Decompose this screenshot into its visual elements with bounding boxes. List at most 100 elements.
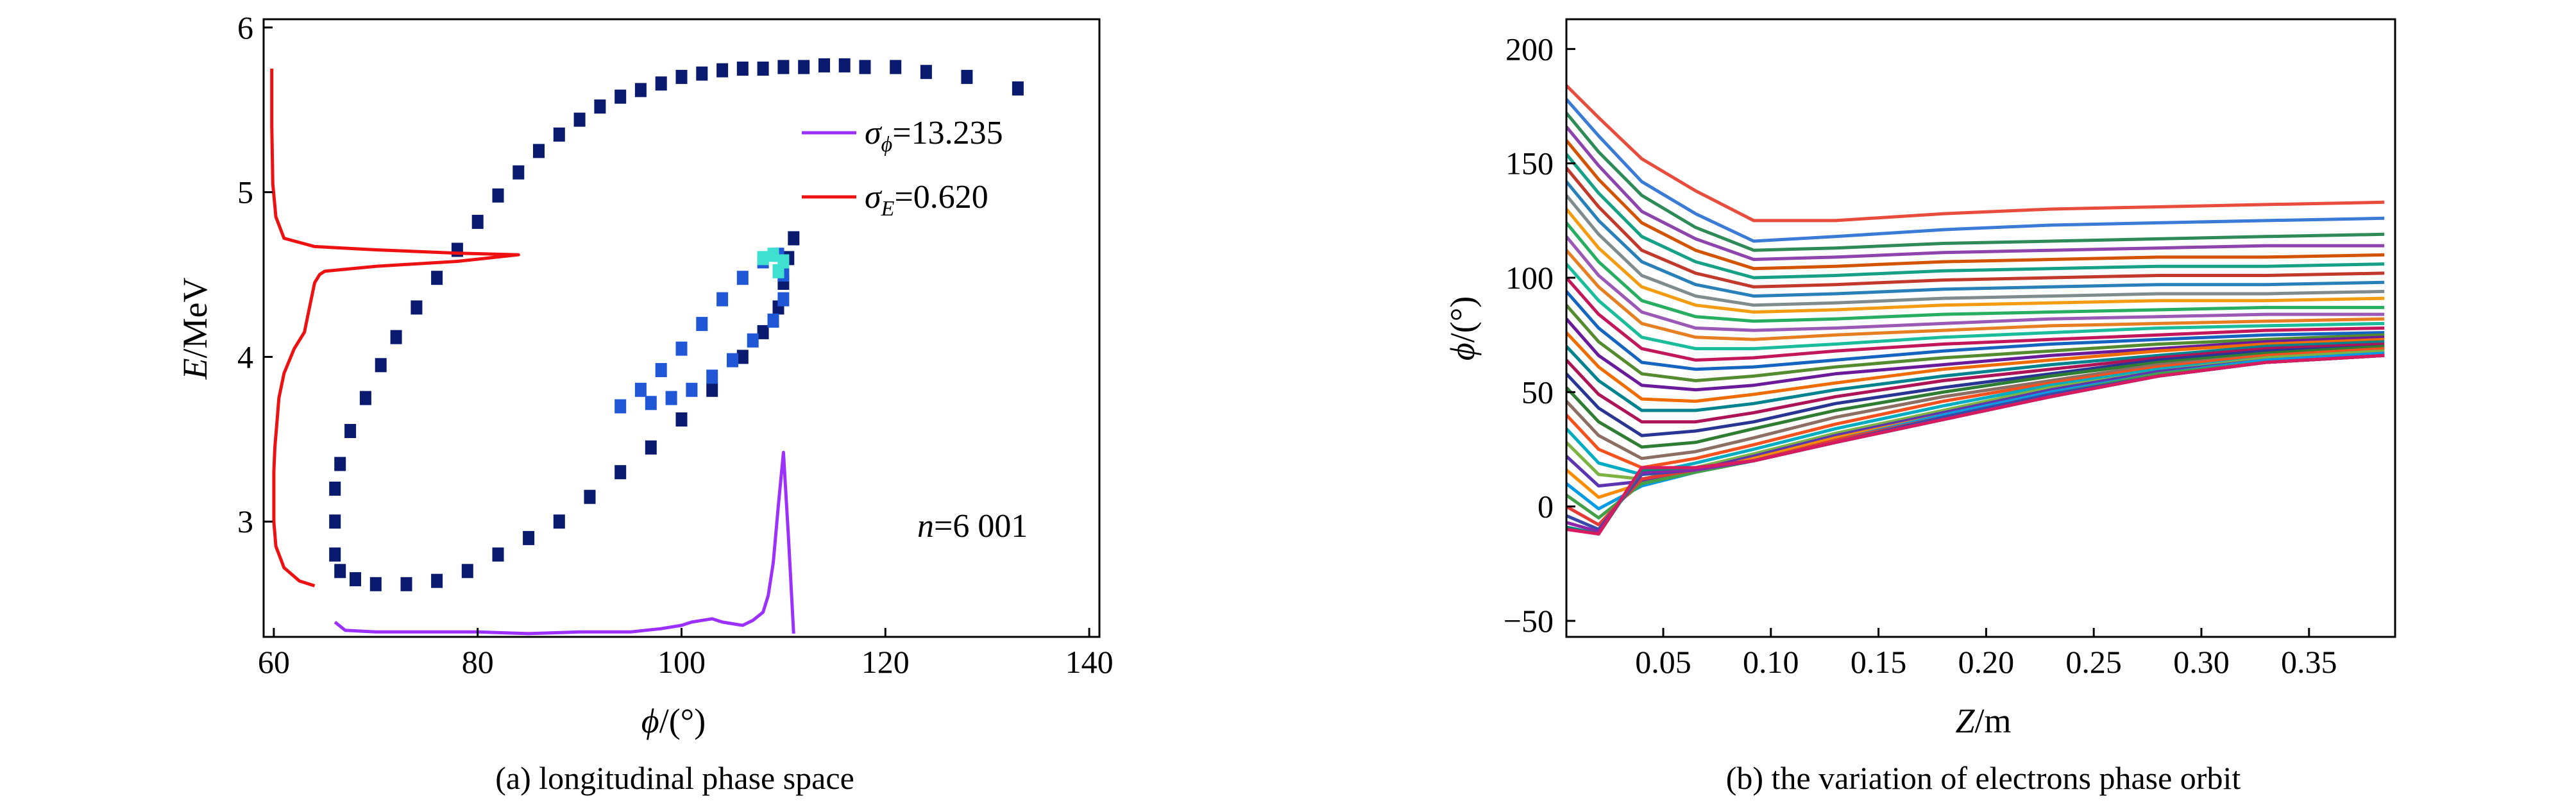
density-pixel-density-outer-ring-8 — [461, 564, 473, 579]
panel-a-y-axis-title: E/MeV — [176, 278, 214, 380]
density-pixel-density-hot-1 — [767, 248, 779, 262]
density-pixel-density-outer-ring-32 — [492, 188, 504, 203]
phase-orbit-line-28 — [1566, 351, 2385, 499]
b-y-tick-label: −50 — [1504, 603, 1554, 639]
density-pixel-density-outer-ring-54 — [1012, 81, 1024, 96]
panel-b-ticks: 0.05 0.10 0.15 0.20 0.25 0.30 0.35 −50 0 50 100 150… — [1504, 31, 2337, 680]
density-pixel-density-outer-ring-3 — [334, 564, 346, 579]
phase-orbit-line-19 — [1566, 340, 2385, 412]
density-pixel-density-outer-ring-43 — [716, 63, 729, 78]
phase-orbit-line-3 — [1566, 126, 2385, 261]
density-pixel-density-outer-ring-38 — [614, 89, 627, 104]
panel-b-plot-area — [1566, 84, 2385, 536]
panel-a-legend: σϕ=13.235 σE=0.620 — [802, 115, 1003, 221]
phase-orbit-line-20 — [1566, 342, 2385, 424]
b-x-tick-label: 0.25 — [2065, 644, 2122, 680]
density-pixel-density-inner-loop-15 — [686, 382, 698, 397]
density-pixel-density-outer-ring-28 — [411, 300, 423, 315]
b-y-tick-label: 200 — [1505, 31, 1554, 67]
density-pixel-density-hot-3 — [772, 264, 784, 278]
density-pixel-density-outer-ring-14 — [645, 440, 657, 455]
density-pixel-density-inner-loop-2 — [655, 363, 667, 377]
density-pixel-density-outer-ring-25 — [359, 391, 371, 405]
b-x-tick-label: 0.05 — [1635, 644, 1691, 680]
phase-orbit-line-10 — [1566, 221, 2385, 323]
panel-a-x-axis-title: ϕ/(°) — [641, 702, 706, 740]
phase-orbit-line-8 — [1566, 194, 2385, 307]
phase-orbit-line-24 — [1566, 347, 2385, 469]
density-pixel-density-outer-ring-53 — [961, 69, 973, 84]
density-pixel-density-inner-loop-6 — [736, 271, 749, 285]
phase-orbit-line-13 — [1566, 262, 2385, 351]
density-pixel-density-outer-ring-50 — [859, 60, 871, 74]
b-y-tick-label: 150 — [1505, 146, 1554, 182]
density-pixel-density-inner-loop-1 — [634, 382, 647, 397]
density-pixel-density-outer-ring-47 — [798, 60, 810, 74]
a-y-tick-label: 6 — [237, 10, 253, 46]
phase-orbit-line-9 — [1566, 208, 2385, 314]
b-y-tick-label: 0 — [1538, 489, 1554, 525]
phase-orbit-line-22 — [1566, 344, 2385, 449]
density-pixel-density-outer-ring-34 — [533, 144, 545, 158]
density-pixel-density-outer-ring-1 — [329, 514, 341, 529]
panel-a-plot-area — [270, 58, 1024, 636]
density-pixel-density-outer-ring-31 — [471, 214, 484, 229]
b-x-tick-label: 0.10 — [1743, 644, 1799, 680]
density-pixel-density-outer-ring-45 — [757, 62, 769, 76]
a-x-tick-label: 140 — [1065, 644, 1114, 680]
density-pixel-density-outer-ring-10 — [523, 530, 535, 545]
phase-orbit-line-1 — [1566, 98, 2385, 243]
density-pixel-density-inner-loop-5 — [716, 292, 729, 307]
density-pixel-density-outer-ring-22 — [788, 231, 800, 246]
density-pixel-density-outer-ring-11 — [553, 514, 565, 529]
density-pixel-density-inner-loop-3 — [675, 341, 688, 356]
density-pixel-density-outer-ring-5 — [369, 577, 382, 591]
density-pixel-density-outer-ring-37 — [594, 99, 606, 114]
density-pixel-density-outer-ring-48 — [818, 58, 830, 72]
density-pixel-density-outer-ring-13 — [614, 465, 627, 480]
phase-orbit-line-4 — [1566, 139, 2385, 271]
density-pixel-density-outer-ring-17 — [736, 350, 749, 364]
density-pixel-density-outer-ring-41 — [675, 69, 688, 84]
density-pixel-density-outer-ring-0 — [329, 481, 341, 496]
a-x-tick-label: 120 — [861, 644, 910, 680]
density-pixel-density-outer-ring-2 — [329, 547, 341, 562]
density-pixel-density-outer-ring-7 — [431, 573, 443, 588]
density-pixel-density-outer-ring-24 — [344, 424, 357, 438]
phase-orbit-line-12 — [1566, 249, 2385, 341]
density-pixel-density-outer-ring-16 — [706, 382, 718, 397]
phase-orbit-line-0 — [1566, 84, 2385, 223]
density-pixel-density-outer-ring-42 — [696, 66, 708, 81]
density-pixel-density-outer-ring-4 — [350, 572, 361, 587]
phase-orbit-line-18 — [1566, 331, 2385, 403]
panel-b-y-axis-title: ϕ/(°) — [1443, 296, 1482, 361]
panel-a: 60 80 100 120 140 3 4 5 6 σϕ=13.235 σE=0.620 n=6… — [176, 10, 1114, 796]
a-y-tick-label: 4 — [237, 339, 253, 375]
legend-label-sigma-phi: σϕ=13.235 — [865, 115, 1003, 156]
a-y-tick-label: 5 — [237, 174, 253, 210]
density-pixel-density-outer-ring-51 — [890, 60, 902, 74]
density-pixel-density-inner-loop-16 — [665, 391, 677, 405]
phase-orbit-line-14 — [1566, 276, 2385, 362]
phase-orbit-line-35 — [1566, 353, 2385, 536]
density-pixel-density-outer-ring-52 — [920, 65, 932, 80]
panel-a-annotation: n=6 001 — [917, 508, 1028, 545]
density-pixel-density-inner-loop-0 — [614, 399, 627, 414]
density-pixel-density-outer-ring-12 — [584, 489, 596, 504]
density-pixel-density-outer-ring-40 — [655, 76, 667, 91]
panel-b: 0.05 0.10 0.15 0.20 0.25 0.30 0.35 −50 0 50 100 150… — [1443, 18, 2396, 796]
density-pixel-density-outer-ring-39 — [634, 83, 647, 97]
a-y-tick-label: 3 — [237, 503, 253, 539]
phase-orbit-line-15 — [1566, 290, 2385, 371]
density-pixel-density-outer-ring-6 — [400, 577, 412, 591]
density-pixel-density-outer-ring-26 — [375, 358, 387, 373]
density-pixel-density-inner-loop-13 — [727, 353, 738, 368]
density-pixel-density-outer-ring-46 — [777, 60, 790, 74]
phase-orbit-line-5 — [1566, 153, 2385, 280]
panel-b-frame — [1565, 18, 2396, 638]
phi-distribution-curve — [334, 450, 795, 636]
density-pixel-density-outer-ring-9 — [492, 547, 504, 562]
panel-b-caption: (b) the variation of electrons phase orb… — [1726, 760, 2241, 796]
E-distribution-curve — [270, 69, 520, 587]
density-pixel-density-inner-loop-4 — [696, 317, 708, 332]
